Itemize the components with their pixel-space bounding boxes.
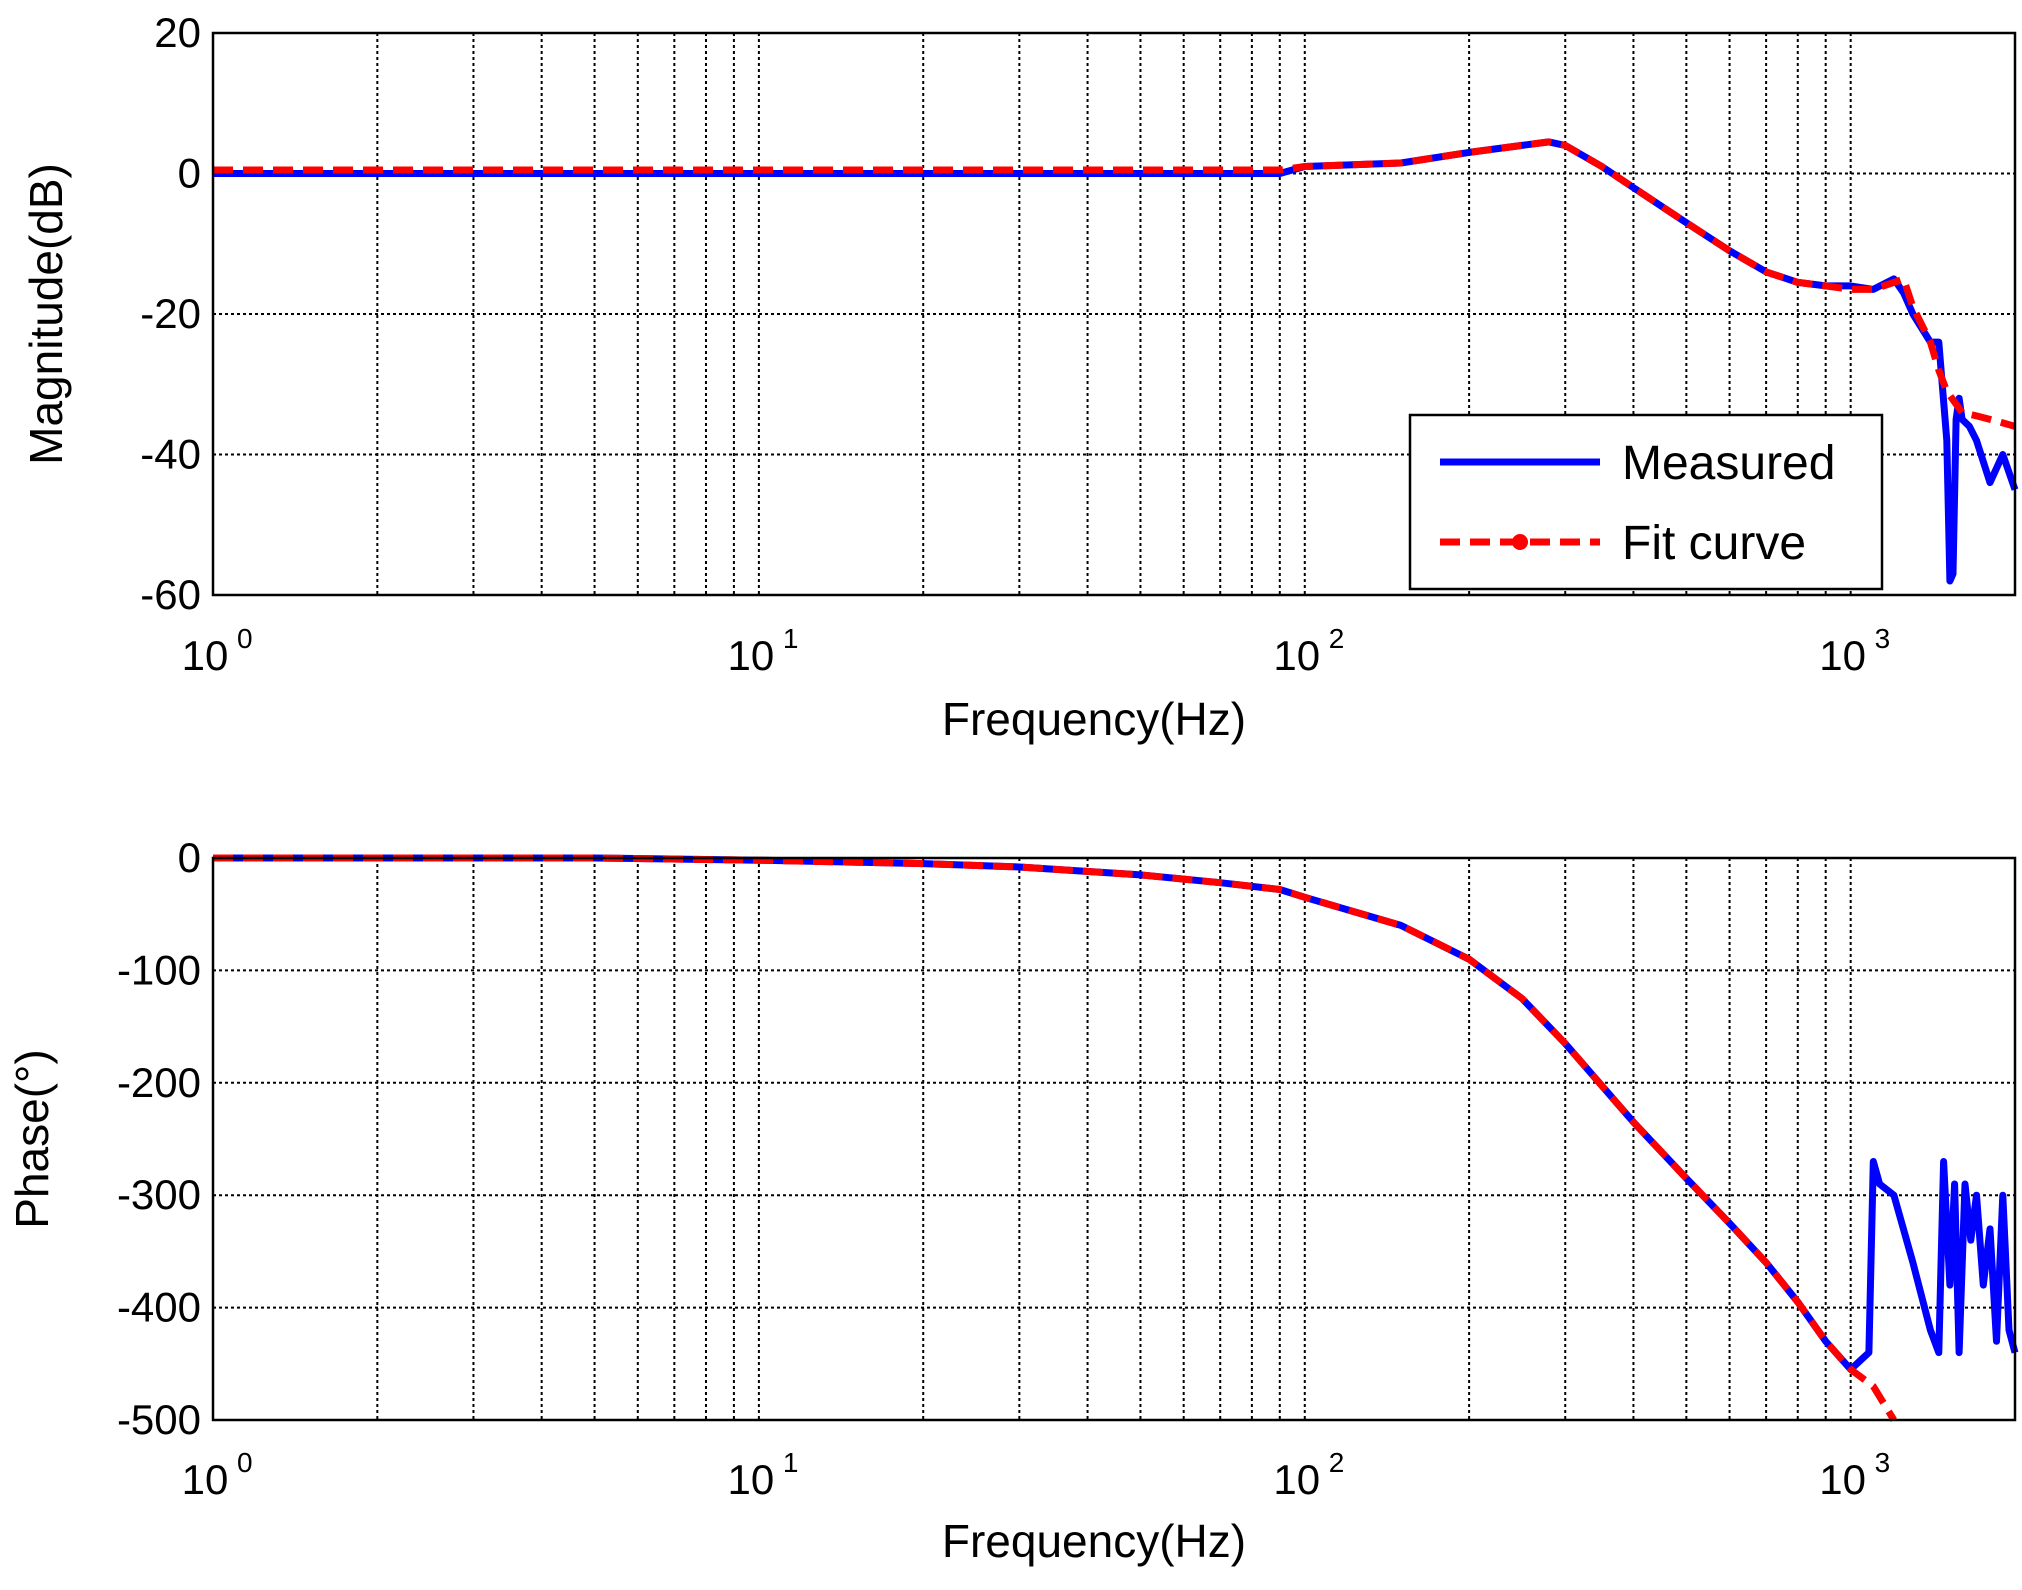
x-tick-exponent: 0 xyxy=(237,1447,253,1478)
y-tick-label: -40 xyxy=(140,431,201,478)
axes-frame xyxy=(211,856,2017,1422)
x-tick-label: 10 xyxy=(182,1456,229,1503)
x-tick-label: 10 xyxy=(728,632,775,679)
magnitude-panel: 20 0 -20 -40 -60 10 0 10 1 10 2 10 3 Frequency(Hz) Mag… xyxy=(20,9,2019,745)
x-tick-label: 10 xyxy=(1819,632,1866,679)
series-line-fit-curve xyxy=(213,138,2016,430)
y-axis-label: Magnitude(dB) xyxy=(20,163,72,465)
y-tick-label: -500 xyxy=(117,1396,201,1443)
x-tick-exponent: 2 xyxy=(1329,623,1345,654)
x-tick-label: 10 xyxy=(1273,632,1320,679)
x-tick-label: 10 xyxy=(1273,1456,1320,1503)
y-axis-label: Phase(°) xyxy=(6,1049,58,1228)
series-line-fit-curve xyxy=(213,854,1897,1422)
x-tick-label: 10 xyxy=(728,1456,775,1503)
y-tick-label: 20 xyxy=(154,9,201,56)
x-tick-label: 10 xyxy=(1819,1456,1866,1503)
x-tick-exponent: 3 xyxy=(1875,1447,1891,1478)
plot-area xyxy=(213,858,2015,1420)
x-tick-exponent: 1 xyxy=(783,623,799,654)
x-tick-exponent: 3 xyxy=(1875,623,1891,654)
legend-box xyxy=(1408,413,1884,591)
y-tick-label: -60 xyxy=(140,571,201,618)
legend-label: Measured xyxy=(1622,437,1835,490)
phase-panel: 0 -100 -200 -300 -400 -500 10 0 10 1 10 2 10 3 Frequen… xyxy=(6,834,2019,1567)
x-tick-exponent: 0 xyxy=(237,623,253,654)
legend-label: Fit curve xyxy=(1622,517,1806,570)
y-tick-label: 0 xyxy=(178,150,201,197)
axes-frame xyxy=(211,31,2017,597)
x-tick-label: 10 xyxy=(182,632,229,679)
y-tick-label: -400 xyxy=(117,1284,201,1331)
legend: Measured Fit curve xyxy=(1408,413,1884,591)
y-tick-label: -20 xyxy=(140,290,201,337)
legend-marker xyxy=(1512,534,1528,550)
grid xyxy=(213,858,2015,1420)
y-tick-label: -200 xyxy=(117,1059,201,1106)
x-tick-exponent: 2 xyxy=(1329,1447,1345,1478)
x-tick-exponent: 1 xyxy=(783,1447,799,1478)
x-axis-label: Frequency(Hz) xyxy=(942,1515,1246,1567)
y-tick-label: -300 xyxy=(117,1171,201,1218)
x-axis-label: Frequency(Hz) xyxy=(942,693,1246,745)
y-tick-label: -100 xyxy=(117,946,201,993)
y-tick-label: 0 xyxy=(178,834,201,881)
